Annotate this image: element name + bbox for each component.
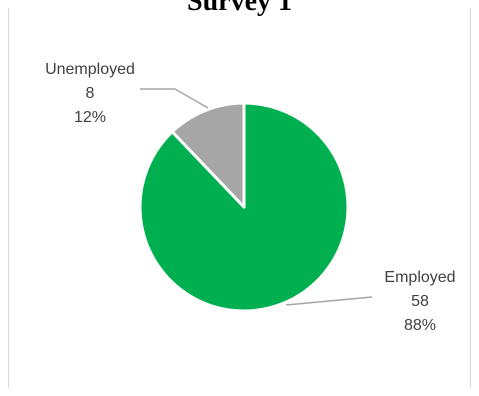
label-employed: Employed 58 88% bbox=[384, 269, 455, 334]
label-unemployed-name: Unemployed bbox=[45, 61, 135, 78]
label-unemployed-percent: 12% bbox=[74, 109, 106, 126]
pie-slice-unemployed bbox=[170, 101, 246, 209]
chart-title: Survey 1 bbox=[187, 0, 292, 17]
chart-frame bbox=[8, 8, 471, 388]
label-unemployed: Unemployed 8 12% bbox=[45, 61, 135, 126]
label-unemployed-value: 8 bbox=[86, 85, 95, 102]
leader-line-employed bbox=[285, 296, 373, 306]
label-employed-percent: 88% bbox=[404, 317, 436, 334]
label-employed-name: Employed bbox=[384, 269, 455, 286]
label-employed-value: 58 bbox=[411, 293, 429, 310]
leader-lines bbox=[140, 88, 373, 306]
pie-slices bbox=[138, 101, 350, 313]
leader-line-unemployed bbox=[140, 88, 209, 109]
